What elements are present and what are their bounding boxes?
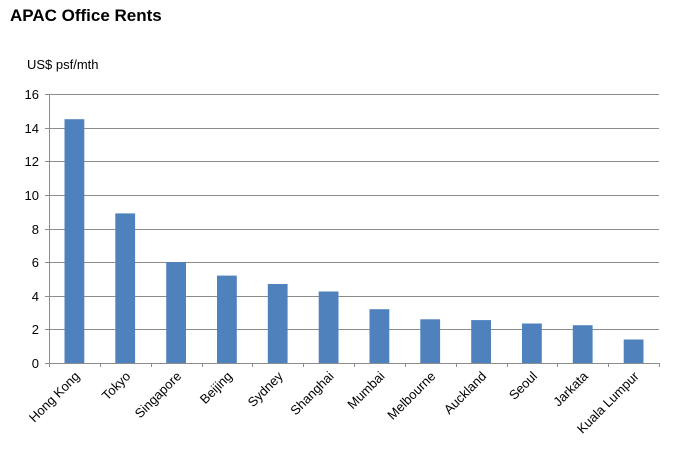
y-axis-ticks: 0 2 4 6 8 10 12 14 16	[25, 87, 39, 371]
bar	[64, 119, 85, 363]
bars	[64, 119, 644, 363]
bar	[217, 275, 237, 363]
y-tick-label: 4	[32, 289, 39, 304]
x-category-label: Hong Kong	[26, 369, 83, 426]
bar	[267, 284, 288, 363]
x-category-label: Singapore	[132, 369, 185, 422]
x-category-label: Auckland	[441, 369, 489, 417]
gridlines	[45, 94, 660, 367]
y-tick-label: 10	[25, 188, 39, 203]
x-category-label: Tokyo	[99, 369, 134, 404]
bar	[369, 309, 390, 363]
bar	[522, 323, 542, 363]
y-tick-label: 0	[32, 356, 39, 371]
y-tick-label: 14	[25, 121, 39, 136]
y-axis-unit-label: US$ psf/mth	[27, 57, 99, 72]
bar	[572, 325, 593, 363]
bar	[166, 262, 186, 363]
x-category-label: Jarkata	[550, 368, 591, 409]
x-category-label: Mumbai	[344, 368, 387, 411]
y-tick-label: 16	[25, 87, 39, 102]
bar	[318, 291, 339, 363]
y-tick-label: 12	[25, 154, 39, 169]
y-tick-label: 8	[32, 222, 39, 237]
x-category-label: Seoul	[506, 368, 540, 402]
bar	[623, 339, 644, 363]
chart-title: APAC Office Rents	[10, 6, 162, 25]
x-category-label: Melbourne	[384, 369, 438, 423]
bar	[115, 213, 136, 363]
y-tick-label: 6	[32, 255, 39, 270]
bar	[420, 319, 441, 363]
x-category-label: Shanghai	[287, 368, 337, 418]
x-category-label: Beijing	[197, 369, 235, 407]
x-category-label: Sydney	[245, 368, 287, 410]
y-tick-label: 2	[32, 322, 39, 337]
bar	[471, 320, 491, 363]
